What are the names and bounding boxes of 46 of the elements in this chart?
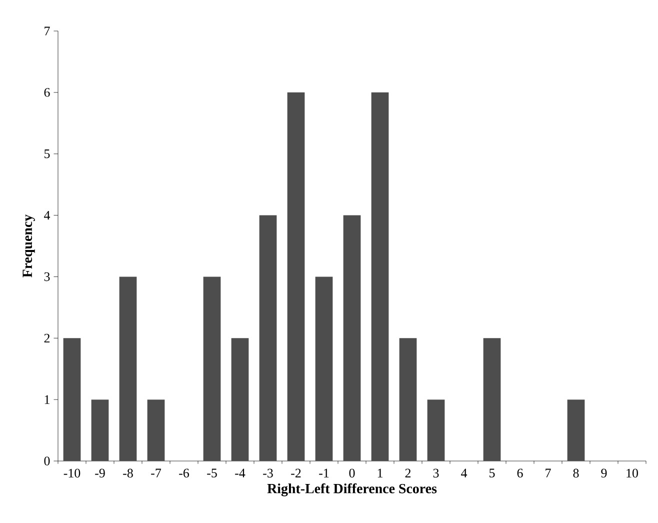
y-tick-label: 2 [44, 334, 50, 342]
y-tick-label: 5 [44, 150, 50, 158]
y-tick-label: 6 [44, 88, 50, 97]
bar [91, 400, 109, 461]
y-tick-label: 0 [44, 456, 50, 466]
y-tick-label: 4 [44, 211, 50, 220]
x-tick-label: 2 [405, 468, 411, 478]
x-tick-label: -9 [95, 468, 105, 478]
y-tick-label: 3 [44, 272, 50, 282]
bar [371, 92, 389, 461]
y-axis-title: Frequency [22, 214, 35, 278]
x-tick-label: 10 [626, 468, 638, 478]
bar [287, 92, 305, 461]
x-tick-label: -3 [263, 468, 273, 478]
x-tick-label: -5 [207, 468, 217, 478]
y-tick-label: 7 [44, 26, 50, 36]
bar [259, 215, 277, 461]
bar [119, 276, 137, 461]
x-tick-label: 5 [490, 468, 495, 478]
x-tick-label: -2 [291, 468, 301, 478]
bar [147, 400, 165, 461]
x-tick-label: 4 [461, 468, 468, 478]
x-tick-label: -7 [151, 468, 162, 478]
x-axis-title: Right-Left Difference Scores [267, 483, 437, 496]
bar [203, 276, 221, 461]
bar [63, 338, 81, 461]
x-tick-label: -6 [179, 468, 190, 478]
bar [427, 400, 445, 461]
x-tick-label: -4 [235, 468, 246, 478]
x-tick-label: 3 [433, 468, 439, 478]
bar [343, 215, 361, 461]
x-tick-label: -10 [64, 468, 80, 478]
x-tick-label: 6 [517, 468, 523, 478]
bar [399, 338, 417, 461]
x-tick-label: -8 [123, 468, 133, 478]
x-tick-label: 1 [378, 468, 382, 478]
x-tick-label: 7 [546, 468, 551, 478]
x-tick-label: 0 [349, 468, 355, 478]
y-tick-label: 1 [44, 395, 50, 404]
bar [315, 276, 333, 461]
bar [231, 338, 249, 461]
x-tick-label: 8 [573, 468, 579, 478]
x-tick-label: -1 [319, 468, 329, 478]
bar [483, 338, 501, 461]
x-tick-label: 9 [601, 468, 607, 478]
bar [567, 400, 585, 461]
